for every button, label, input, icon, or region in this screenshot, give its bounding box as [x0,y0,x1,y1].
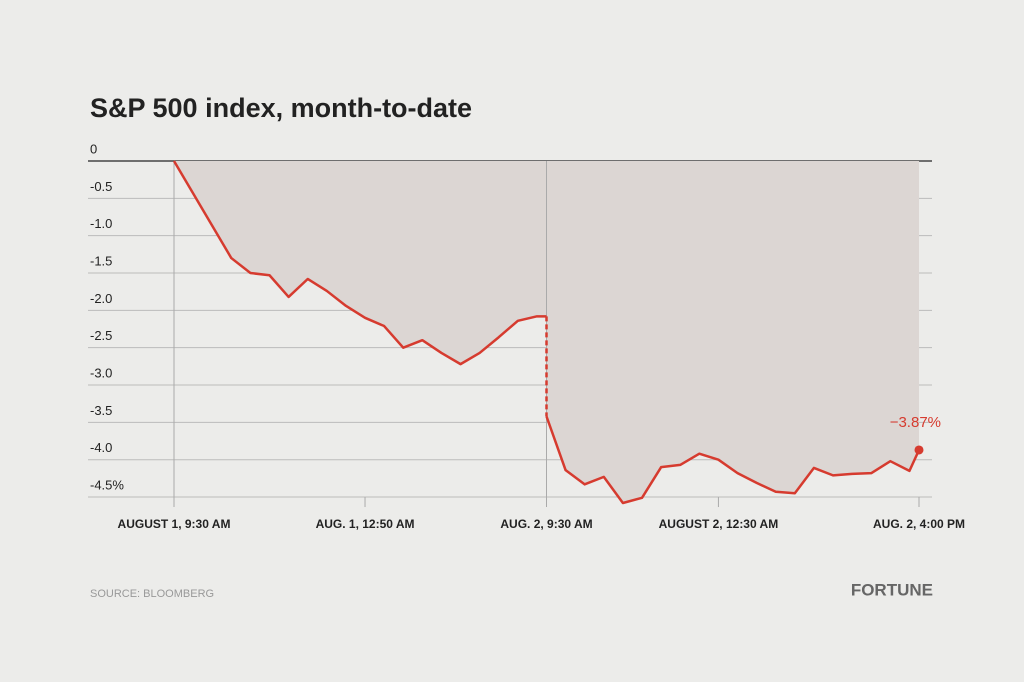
source: SOURCE: BLOOMBERG [90,588,214,600]
y-tick-label: 0 [90,141,97,156]
y-tick-label: -3.5 [90,403,112,418]
line [172,160,547,366]
y-tick-label: -0.5 [90,179,112,194]
data-label: −3.87% [890,414,941,431]
x-tick-label: AUG. 1, 12:50 AM [316,517,415,531]
y-tick-label: -3.0 [90,365,112,380]
chart-title: S&P 500 index, month-to-date [90,93,472,123]
x-tick-label: AUGUST 1, 9:30 AM [118,517,231,531]
x-tick-label: AUG. 2, 4:00 PM [873,517,965,531]
brand: FORTUNE [851,580,933,599]
y-tick-label: -2.0 [90,291,112,306]
x-tick-label: AUGUST 2, 12:30 AM [659,517,779,531]
y-tick-label: -2.5 [90,328,112,343]
end-point [914,445,924,455]
y-tick-label: -1.0 [90,216,112,231]
x-tick-label: AUG. 2, 9:30 AM [500,517,592,531]
y-tick-label: -4.5% [90,477,124,492]
y-tick-label: -1.5 [90,253,112,268]
y-tick-label: -4.0 [90,440,112,455]
line [545,415,921,505]
